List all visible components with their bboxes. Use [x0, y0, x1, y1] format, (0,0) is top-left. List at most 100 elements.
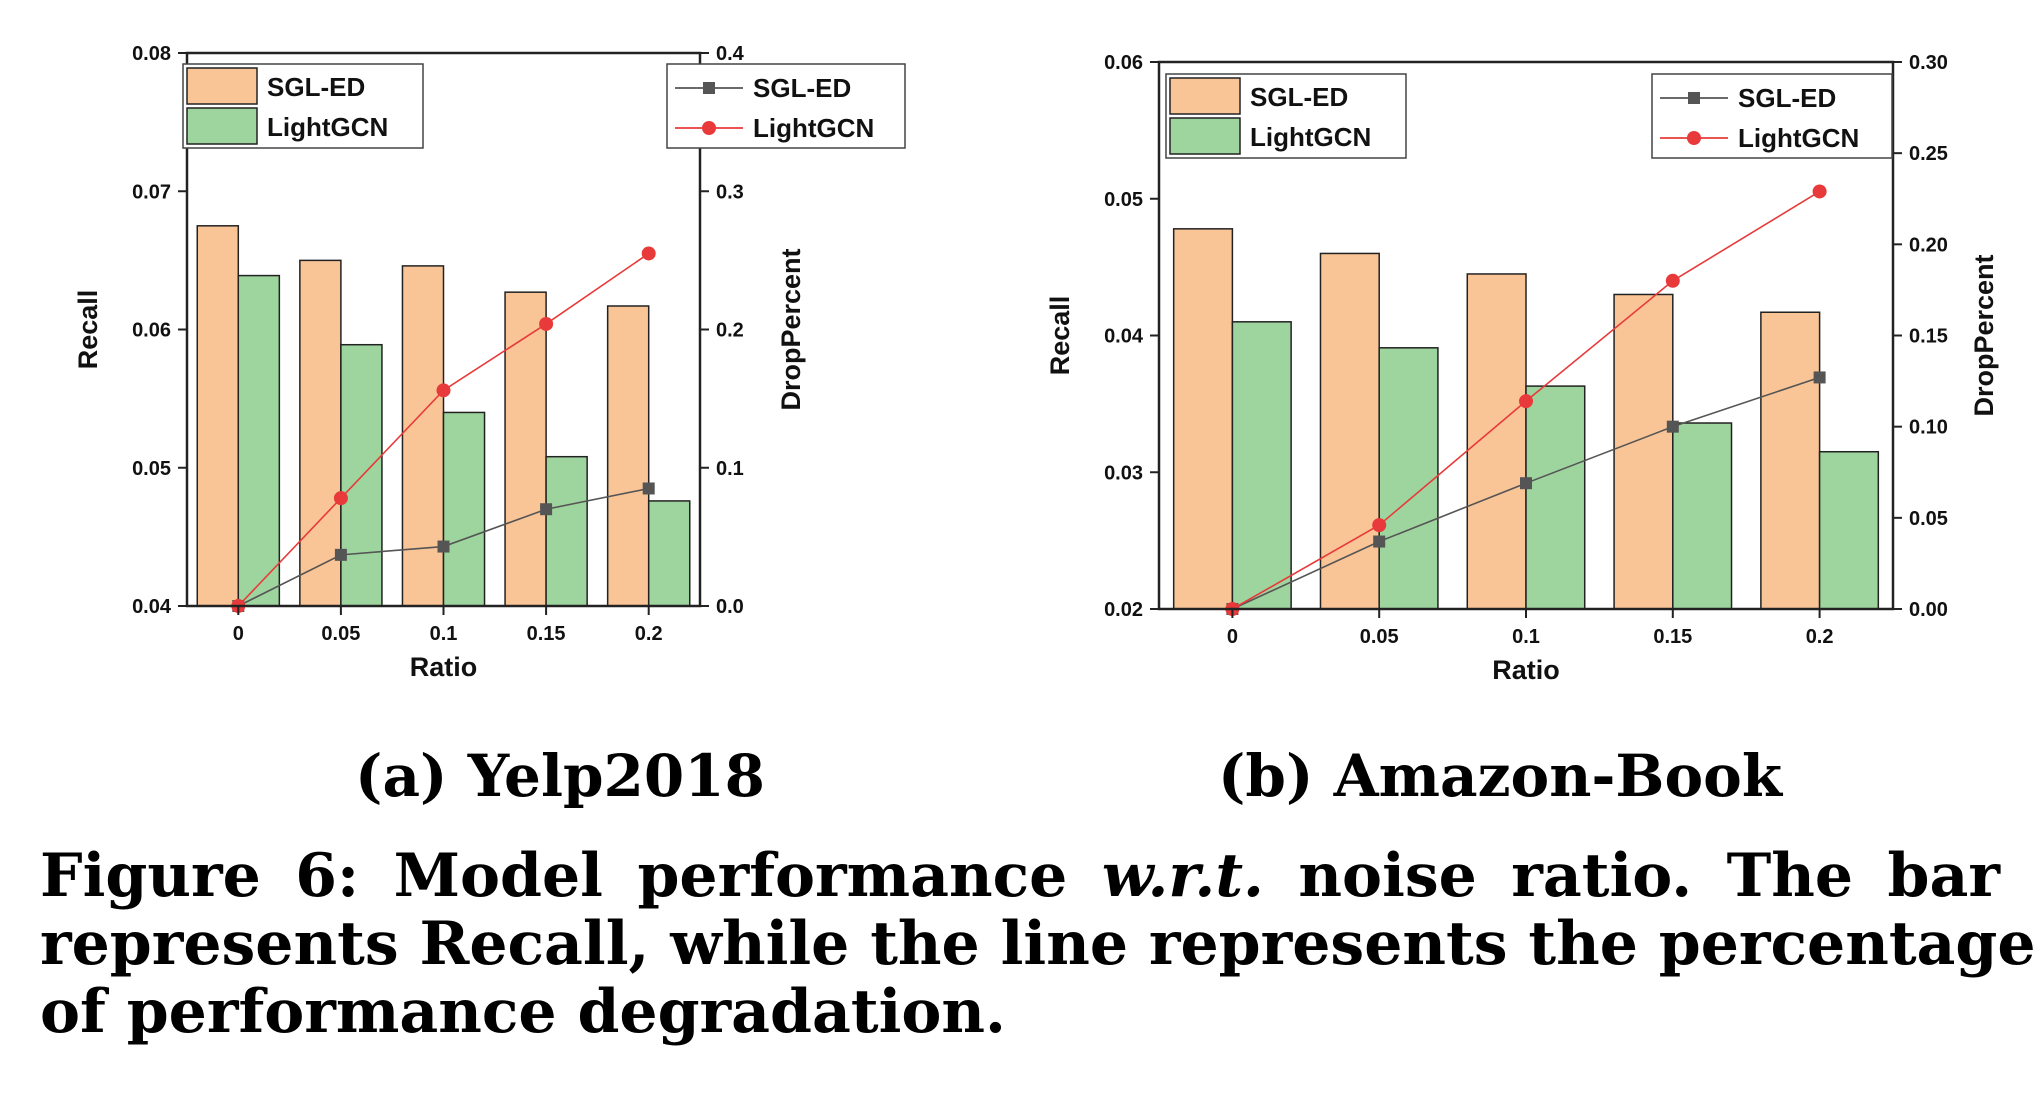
y-axis-title: Recall [73, 290, 103, 370]
figure-charts: 0.04 0.05 0.06 0.07 0.08 0.0 0.1 0.2 0.3 0.4 0 0.05… [73, 43, 1999, 685]
bar-sgl-ed-0.2 [1760, 311, 1821, 610]
y-tick-label: 0.03 [1104, 462, 1143, 484]
chart-a: 0.04 0.05 0.06 0.07 0.08 0.0 0.1 0.2 0.3 0.4 0 0.05… [73, 43, 906, 682]
point-sgl-ed-0.2 [1813, 371, 1826, 384]
y2-tick-label: 0.1 [716, 458, 744, 480]
point-sgl-ed-0.1 [1520, 477, 1532, 490]
y2-axis-title: DropPercent [776, 248, 806, 410]
y-axis-title: Recall [1045, 296, 1075, 376]
y2-tick-label: 0.4 [716, 43, 745, 65]
bar-sgl-ed-0.1 [1466, 273, 1527, 610]
bar-sgl-ed-0 [196, 225, 240, 607]
legend-swatch-sgl-ed [186, 67, 258, 105]
point-lightgcn-0.2 [1812, 184, 1827, 199]
y-tick-label: 0.06 [1104, 52, 1143, 74]
bar-lightgcn-0 [237, 274, 281, 607]
figure-caption: Figure 6: Model performance w.r.t. noise… [40, 842, 2036, 1047]
legend-line-label-lightgcn: LightGCN [753, 113, 874, 143]
x-tick-label: 0.05 [321, 623, 360, 645]
y2-tick-label: 0.05 [1909, 508, 1948, 530]
legend-label-lightgcn: LightGCN [267, 112, 388, 142]
bar-lightgcn-0.15 [545, 455, 588, 607]
y2-axis-title: DropPercent [1969, 254, 1999, 416]
point-lightgcn-0.05 [333, 491, 348, 506]
legend-label-sgl-ed: SGL-ED [1250, 82, 1348, 112]
legend-label-sgl-ed: SGL-ED [267, 72, 365, 102]
x-tick-label: 0.1 [1512, 626, 1540, 648]
point-lightgcn-0.05 [1372, 518, 1387, 533]
x-tick-label: 0.2 [1806, 626, 1834, 648]
legend-marker-sgl-ed [1688, 92, 1700, 104]
y-tick-label: 0.07 [132, 181, 171, 203]
bar-lightgcn-0.15 [1672, 422, 1733, 610]
y-tick-label: 0.05 [132, 458, 171, 480]
point-lightgcn-0.1 [436, 383, 451, 398]
x-tick-label: 0 [1227, 626, 1238, 648]
legend-swatch-lightgcn [1169, 117, 1241, 155]
x-axis-title: Ratio [410, 652, 478, 682]
point-sgl-ed-0.15 [1666, 420, 1679, 433]
bar-lightgcn-0.1 [442, 411, 486, 607]
y-tick-label: 0.05 [1104, 189, 1143, 211]
bar-lightgcn-0.2 [647, 500, 691, 607]
bar-lightgcn-0.05 [1378, 347, 1439, 610]
y2-tick-label: 0.20 [1909, 234, 1948, 256]
bar-sgl-ed-0.2 [606, 305, 650, 607]
legend-marker-lightgcn [1687, 131, 1701, 145]
y2-tick-label: 0.15 [1909, 326, 1948, 348]
legend-line-label-sgl-ed: SGL-ED [1738, 83, 1836, 113]
y-tick-label: 0.04 [1104, 326, 1144, 348]
bar-sgl-ed-0.05 [299, 259, 342, 607]
x-tick-label: 0.2 [635, 623, 663, 645]
bar-lightgcn-0 [1231, 321, 1292, 610]
legend-line-label-lightgcn: LightGCN [1738, 123, 1859, 153]
point-sgl-ed-0.1 [437, 540, 450, 553]
point-sgl-ed-0.05 [1373, 535, 1386, 548]
bar-sgl-ed-0 [1172, 228, 1234, 610]
point-sgl-ed-0.15 [540, 503, 553, 516]
x-tick-label: 0.15 [527, 623, 566, 645]
caption-line-1: Figure 6: Model performance w.r.t. noise… [40, 842, 2000, 910]
x-tick-label: 0.1 [430, 623, 458, 645]
caption-line-3: of performance degradation. [40, 977, 1006, 1047]
caption-wrt: w.r.t. [1101, 841, 1264, 911]
legend-swatch-lightgcn [186, 107, 258, 145]
point-lightgcn-0.1 [1519, 394, 1533, 409]
point-sgl-ed-0.05 [334, 548, 347, 561]
x-axis-title: Ratio [1492, 655, 1560, 685]
caption-line-1-start: Figure 6: Model performance [40, 841, 1102, 911]
x-tick-label: 0 [233, 623, 244, 645]
y2-tick-label: 0.0 [716, 596, 744, 618]
legend-marker-lightgcn [702, 121, 716, 135]
y2-tick-label: 0.10 [1909, 417, 1948, 439]
y2-tick-label: 0.30 [1909, 52, 1948, 74]
y2-tick-label: 0.25 [1909, 143, 1948, 165]
y2-tick-label: 0.2 [716, 320, 744, 342]
subplot-label-b: (b) Amazon-Book [1217, 742, 1783, 810]
x-tick-label: 0.15 [1653, 626, 1692, 648]
bar-sgl-ed-0.15 [1613, 293, 1674, 610]
legend-swatch-sgl-ed [1169, 77, 1241, 115]
bar-lightgcn-0.1 [1525, 385, 1586, 610]
caption-line-2: represents Recall, while the line repres… [40, 909, 2036, 979]
legend-marker-sgl-ed [703, 82, 715, 94]
bar-sgl-ed-0.15 [504, 291, 547, 607]
y2-tick-label: 0.3 [716, 181, 744, 203]
point-sgl-ed-0.2 [642, 482, 655, 495]
caption-line-1-end: noise ratio. The bar [1263, 841, 2000, 911]
y-tick-label: 0.08 [132, 43, 171, 65]
subplot-label-a: (a) Yelp2018 [355, 742, 765, 810]
point-lightgcn-0.15 [1665, 273, 1680, 288]
y-tick-label: 0.04 [132, 596, 172, 618]
y2-tick-label: 0.00 [1909, 599, 1948, 621]
chart-b: 0.020.030.040.050.060.000.050.100.150.20… [1045, 52, 1999, 685]
point-lightgcn-0.2 [641, 246, 656, 261]
bar-sgl-ed-0.1 [401, 265, 445, 607]
bar-lightgcn-0.2 [1818, 450, 1880, 610]
y-tick-label: 0.06 [132, 320, 171, 342]
y-tick-label: 0.02 [1104, 599, 1143, 621]
point-lightgcn-0.15 [539, 316, 554, 331]
legend-label-lightgcn: LightGCN [1250, 122, 1371, 152]
x-tick-label: 0.05 [1360, 626, 1399, 648]
bar-lightgcn-0.05 [340, 343, 383, 607]
